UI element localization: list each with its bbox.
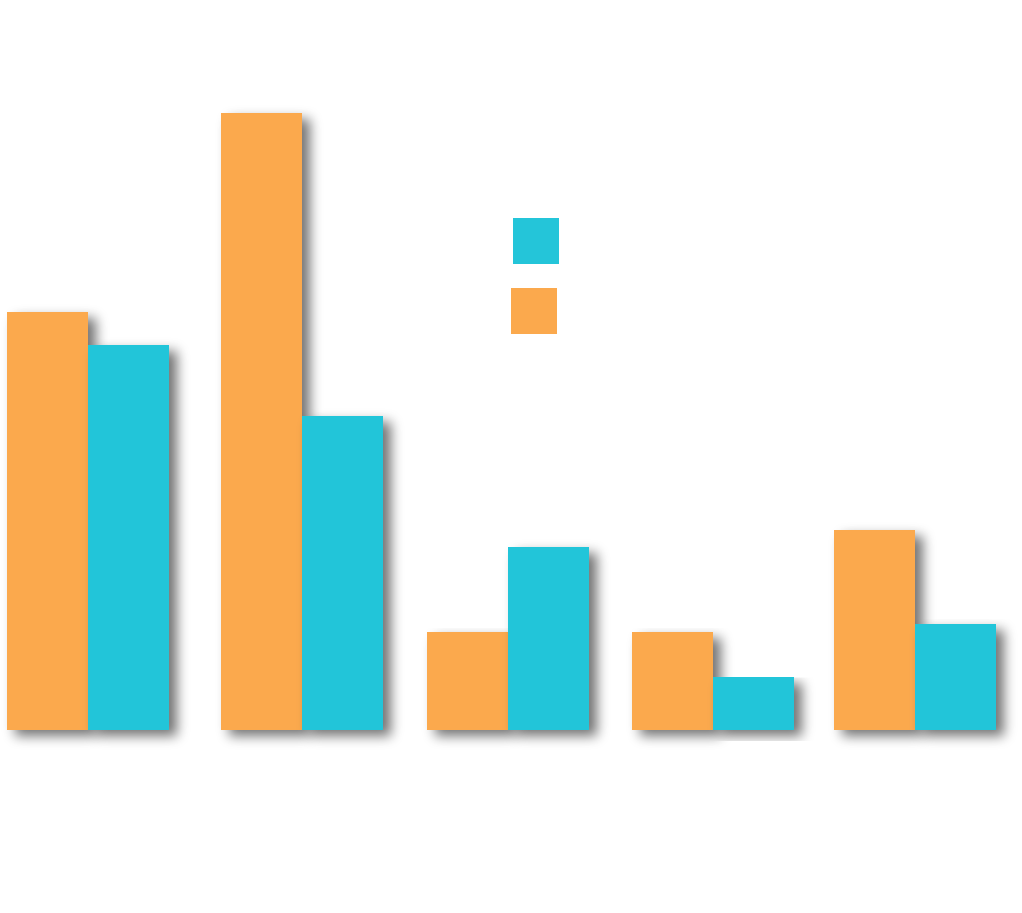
bar-series-b-category-1: [88, 345, 169, 730]
bar-series-b-category-3: [508, 547, 589, 730]
legend-swatch-series-a: [511, 288, 557, 334]
bar-series-a-category-1: [7, 312, 88, 730]
bar-series-a-category-4: [632, 632, 713, 730]
legend-swatch-series-b: [513, 218, 559, 264]
bar-series-b-category-5: [915, 624, 996, 730]
bar-series-b-category-4: [713, 677, 794, 730]
bar-series-a-category-2: [221, 113, 302, 730]
bar-series-a-category-3: [427, 632, 508, 730]
bar-series-b-category-2: [302, 416, 383, 730]
bar-series-a-category-5: [834, 530, 915, 730]
bars-group: [7, 113, 996, 730]
